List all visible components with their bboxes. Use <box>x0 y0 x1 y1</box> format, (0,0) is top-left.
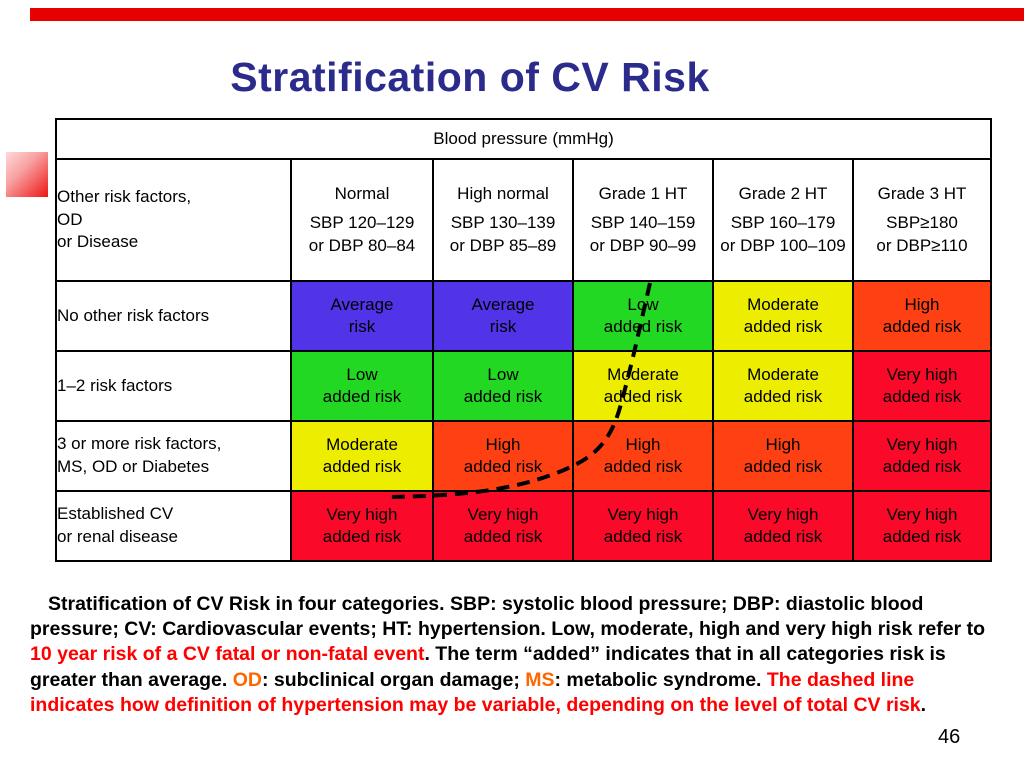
risk-cell: Moderate added risk <box>290 420 434 492</box>
table-row-no-other-risk: No other risk factors Average risk Avera… <box>55 280 993 352</box>
risk-cell: High added risk <box>712 420 854 492</box>
corner-header-cell: Other risk factors, OD or Disease <box>55 158 292 282</box>
risk-cell: High added risk <box>572 420 714 492</box>
risk-cell: Very high added risk <box>851 350 993 422</box>
col-dbp: or DBP 100–109 <box>720 235 846 255</box>
col-name: High normal <box>457 184 549 204</box>
table-row-established-cv: Established CV or renal disease Very hig… <box>55 490 993 562</box>
caption-segment: : metabolic syndrome. <box>554 668 767 691</box>
col-sbp: SBP 130–139 <box>450 213 556 233</box>
risk-cell: Low added risk <box>290 350 434 422</box>
table-row-3-or-more-risk-factors: 3 or more risk factors, MS, OD or Diabet… <box>55 420 993 492</box>
col-header-grade2: Grade 2 HT SBP 160–179 or DBP 100–109 <box>712 158 854 282</box>
risk-cell: High added risk <box>432 420 574 492</box>
risk-cell: Moderate added risk <box>712 280 854 352</box>
slide-title: Stratification of CV Risk <box>230 54 710 100</box>
table-row-1-2-risk-factors: 1–2 risk factors Low added risk Low adde… <box>55 350 993 422</box>
col-dbp: or DBP 85–89 <box>449 235 557 255</box>
risk-cell: Low added risk <box>432 350 574 422</box>
caption-segment: MS <box>525 668 555 691</box>
caption-segment: : subclinical organ damage; <box>261 668 526 691</box>
caption-segment: OD <box>232 668 262 691</box>
col-header-normal: Normal SBP 120–129 or DBP 80–84 <box>290 158 434 282</box>
col-dbp: or DBP≥110 <box>876 235 968 255</box>
col-sbp: SBP 160–179 <box>730 213 836 233</box>
bp-header-cell: Blood pressure (mmHg) <box>54 118 993 160</box>
row-label: No other risk factors <box>55 280 292 352</box>
col-name: Grade 2 HT <box>738 184 828 204</box>
col-dbp: or DBP 90–99 <box>589 235 697 255</box>
row-label: 3 or more risk factors, MS, OD or Diabet… <box>55 420 292 492</box>
risk-stratification-table: Blood pressure (mmHg) Other risk factors… <box>54 118 993 562</box>
risk-cell: Moderate added risk <box>712 350 854 422</box>
col-header-high-normal: High normal SBP 130–139 or DBP 85–89 <box>432 158 574 282</box>
risk-cell: Very high added risk <box>712 490 854 562</box>
caption: Stratification of CV Risk in four catego… <box>30 592 992 719</box>
column-header-row: Other risk factors, OD or Disease Normal… <box>55 158 993 282</box>
caption-segment: 10 year risk of a CV fatal or non-fatal … <box>30 643 425 666</box>
caption-segment: Stratification of CV Risk in four catego… <box>30 592 986 640</box>
col-sbp: SBP≥180 <box>886 213 958 233</box>
col-header-grade3: Grade 3 HT SBP≥180 or DBP≥110 <box>851 158 993 282</box>
caption-segment: The dashed line indicates how definition… <box>30 668 921 716</box>
risk-cell: Low added risk <box>572 280 714 352</box>
risk-cell: Very high added risk <box>851 420 993 492</box>
col-dbp: or DBP 80–84 <box>308 235 416 255</box>
top-red-bar <box>30 8 1024 21</box>
col-name: Normal <box>334 184 390 204</box>
risk-cell: Average risk <box>290 280 434 352</box>
corner-line1: Other risk factors, <box>57 186 192 206</box>
corner-line3: or Disease <box>57 232 139 252</box>
caption-segment: . The term “added” indicates that in all… <box>30 643 946 691</box>
corner-line2: OD <box>57 209 83 229</box>
col-sbp: SBP 120–129 <box>309 213 415 233</box>
bp-header-row: Blood pressure (mmHg) <box>54 118 993 160</box>
col-header-grade1: Grade 1 HT SBP 140–159 or DBP 90–99 <box>572 158 714 282</box>
caption-segment: . <box>920 693 927 716</box>
risk-cell: Very high added risk <box>851 490 993 562</box>
page-number: 46 <box>938 726 961 748</box>
col-name: Grade 3 HT <box>877 184 967 204</box>
left-accent-square <box>6 152 48 197</box>
col-name: Grade 1 HT <box>598 184 688 204</box>
risk-cell: Very high added risk <box>290 490 434 562</box>
row-label: 1–2 risk factors <box>55 350 292 422</box>
risk-cell: Moderate added risk <box>572 350 714 422</box>
row-label: Established CV or renal disease <box>55 490 292 562</box>
risk-cell: Very high added risk <box>572 490 714 562</box>
risk-cell: Average risk <box>432 280 574 352</box>
risk-cell: High added risk <box>851 280 993 352</box>
col-sbp: SBP 140–159 <box>590 213 696 233</box>
risk-cell: Very high added risk <box>432 490 574 562</box>
